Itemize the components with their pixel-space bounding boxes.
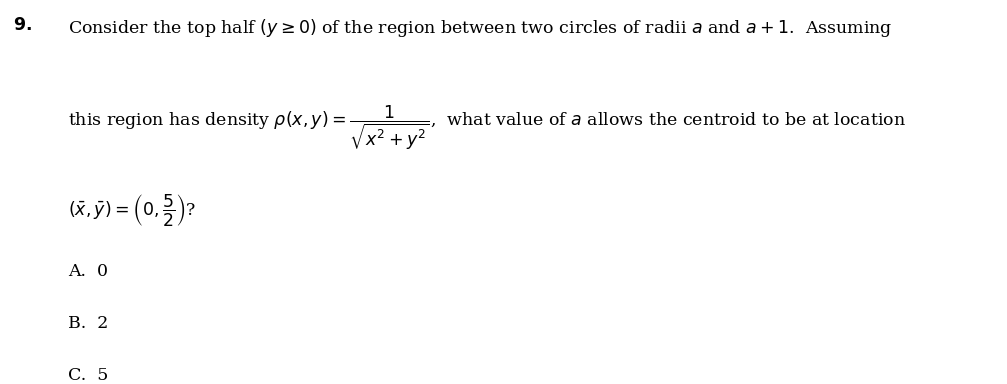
Text: this region has density $\rho(x,y) = \dfrac{1}{\sqrt{x^2+y^2}}$,  what value of : this region has density $\rho(x,y) = \df…: [68, 104, 906, 152]
Text: C.  5: C. 5: [68, 367, 109, 384]
Text: A.  0: A. 0: [68, 263, 109, 280]
Text: $(\bar{x},\bar{y}) = \left(0,\dfrac{5}{2}\right)$?: $(\bar{x},\bar{y}) = \left(0,\dfrac{5}{2…: [68, 192, 196, 228]
Text: $\mathbf{9.}$: $\mathbf{9.}$: [13, 17, 32, 34]
Text: B.  2: B. 2: [68, 315, 109, 332]
Text: Consider the top half $(y \geq 0)$ of the region between two circles of radii $a: Consider the top half $(y \geq 0)$ of th…: [68, 17, 893, 39]
